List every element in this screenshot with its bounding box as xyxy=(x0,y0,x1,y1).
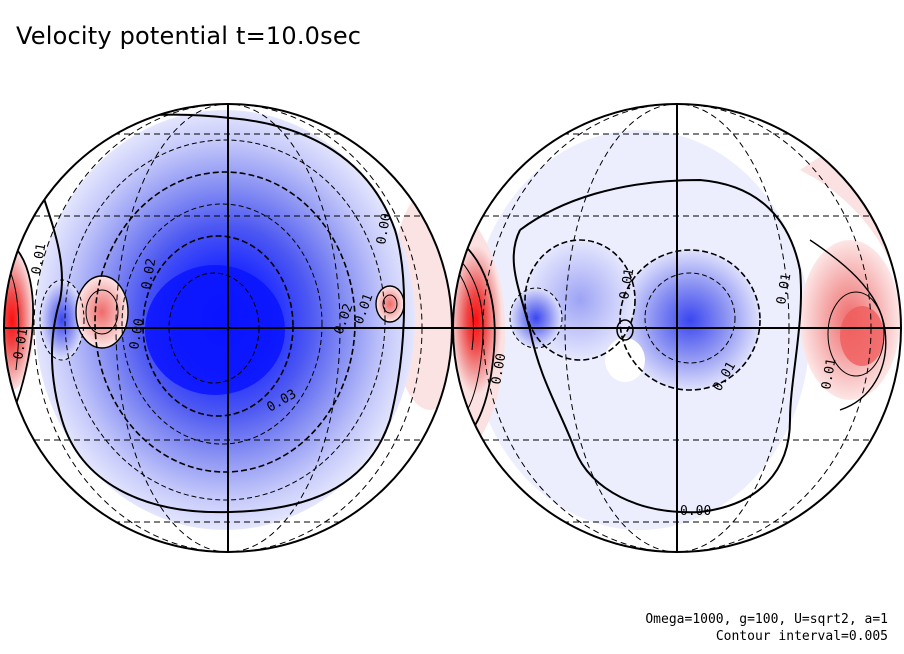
contour-label: 0.00 xyxy=(680,504,711,519)
contour-label: 0.01 xyxy=(11,327,31,360)
chart-title: Velocity potential t=10.0sec xyxy=(16,22,362,50)
contour-label: 0.01 xyxy=(774,272,794,305)
negative-cell-east xyxy=(620,250,760,390)
west-limb-positive-cell xyxy=(4,250,34,390)
contour-label: 0.00 xyxy=(374,212,394,245)
contour-interval-text: Contour interval=0.005 xyxy=(715,629,888,644)
contour-label: 0.01 xyxy=(617,267,637,300)
parameters-text: Omega=1000, g=100, U=sqrt2, a=1 xyxy=(645,612,888,627)
contour-label: 0.00 xyxy=(127,317,147,350)
left-hemisphere: 0.01 0.02 0.00 0.01 0.02 0.03 0.00 0.01 xyxy=(4,104,452,552)
contour-label: 0.01 xyxy=(819,357,839,390)
right-hemisphere-outline xyxy=(452,103,902,553)
contour-label: 0.02 xyxy=(139,257,159,290)
contour-label: 0.00 xyxy=(489,352,509,385)
right-hemisphere: 0.01 0.01 0.00 0.01 0.01 0.00 xyxy=(453,104,901,552)
contour-label: 0.01 xyxy=(29,242,49,275)
west-limb-positive-cell xyxy=(453,245,502,395)
west-positive-cell xyxy=(76,276,128,348)
